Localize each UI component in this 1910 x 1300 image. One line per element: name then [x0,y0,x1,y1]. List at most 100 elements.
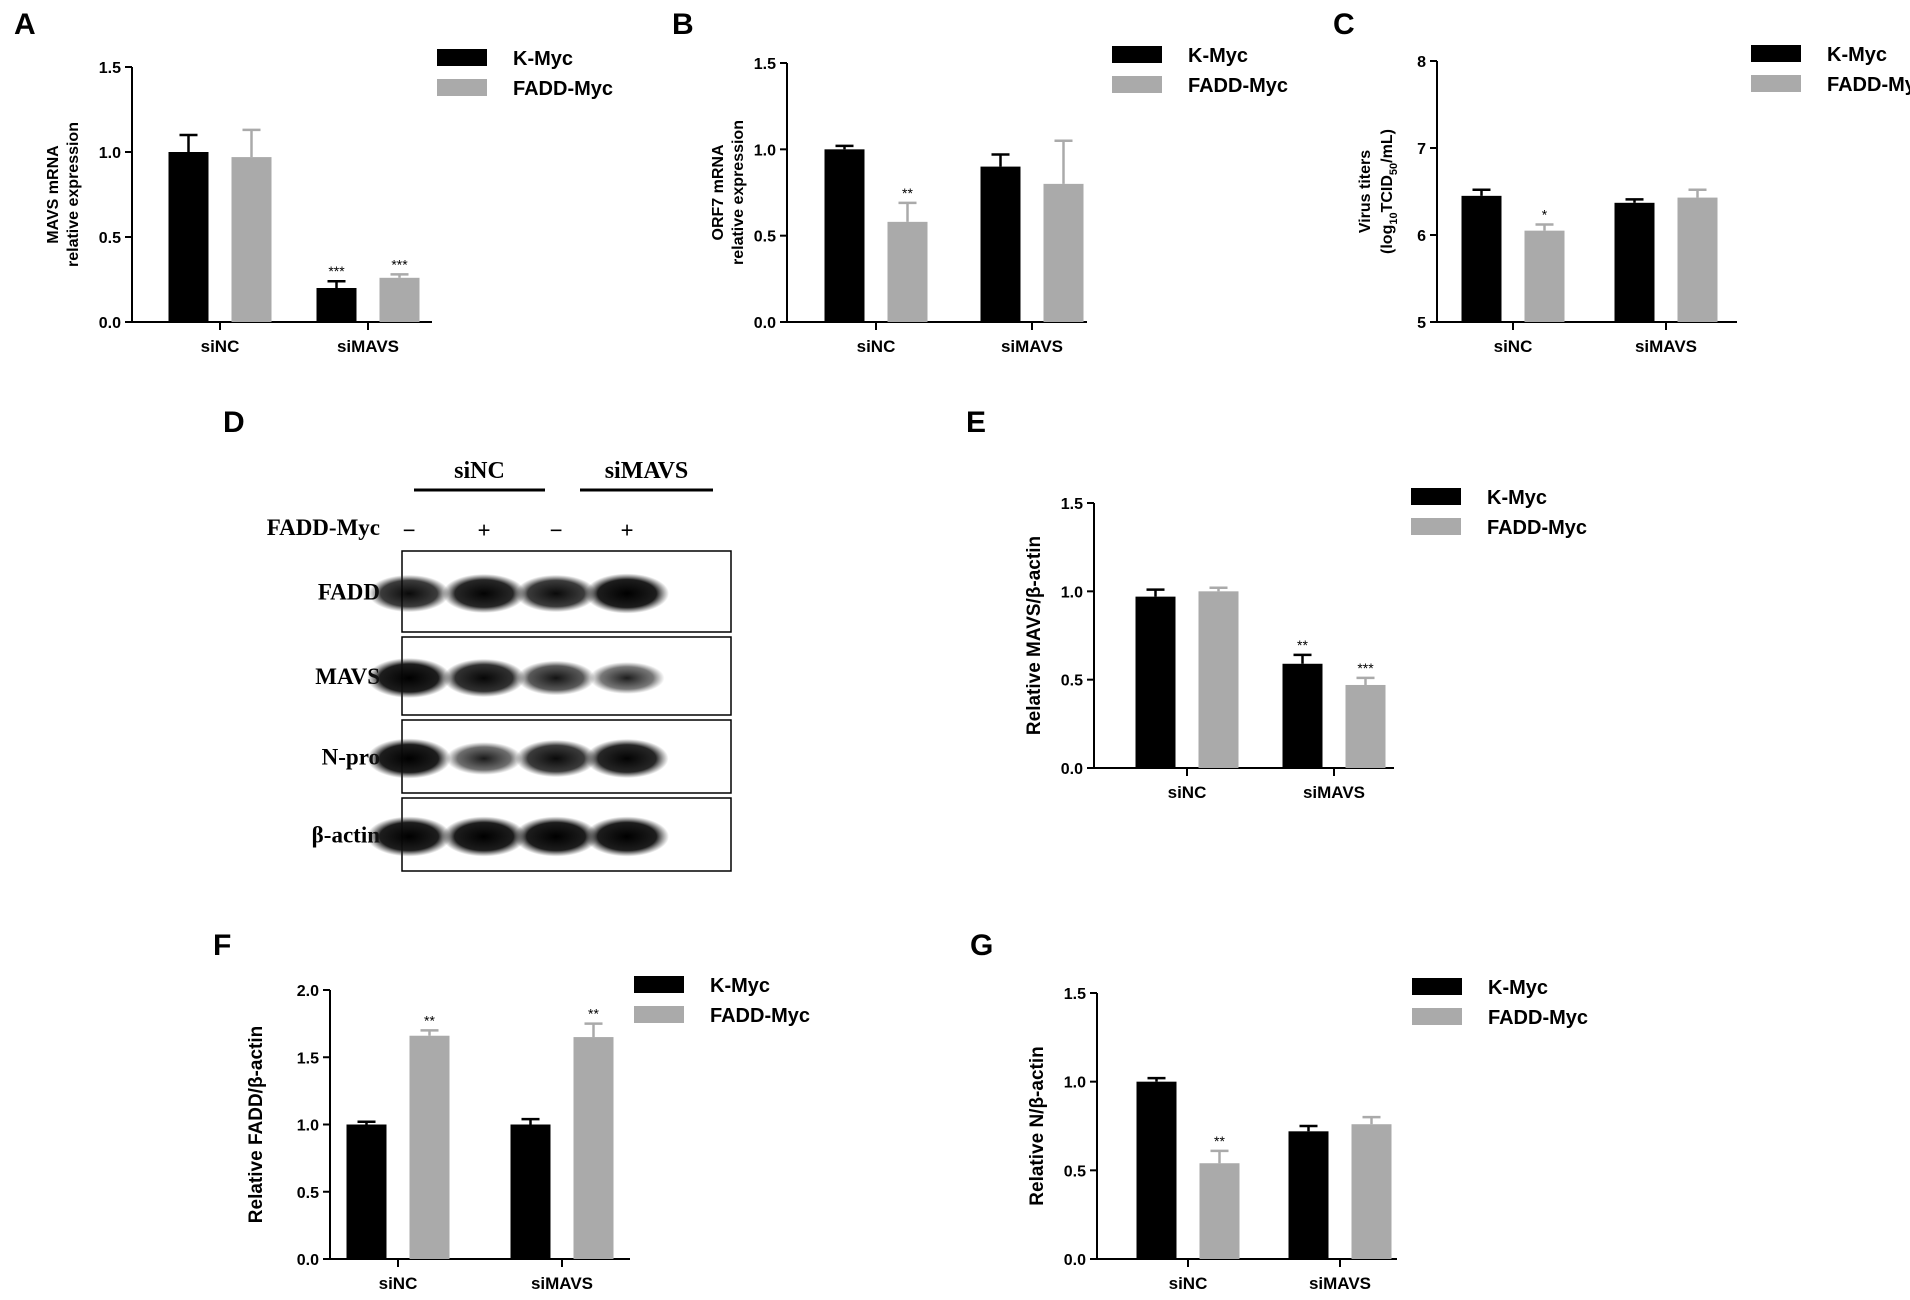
blot-band [446,742,522,775]
y-tick-label: 0.0 [1061,761,1083,778]
blot-row-mavs: MAVS [315,636,732,716]
chart-panel-g: G 0.0 0.5 1.0 1.5 siNC siMAVS ** K-Myc FADD-Myc Re… [970,929,1588,1293]
blot-band [442,573,526,614]
y-tick-label: 6 [1417,228,1426,245]
y-axis-title: MAVS mRNA relative expression [45,122,82,267]
bar-fadd-myc-simavs [1043,183,1084,322]
chart-panel-c: C 5 6 7 8 siNC siMAVS * K-Myc FADD-Myc Virus titer… [1333,8,1910,356]
panel-letter: B [672,8,694,41]
x-tick-label: siNC [1168,783,1207,802]
y-tick-label: 1.0 [754,142,776,159]
bar-k-myc-sinc [1136,1081,1177,1259]
x-tick-label: siNC [1169,1274,1208,1293]
legend-swatch [1751,75,1801,92]
x-tick-label: siMAVS [1309,1274,1371,1293]
panel-letter: C [1333,8,1355,41]
legend-label: FADD-Myc [1488,1007,1588,1029]
y-axis-title: Virus titers (log10TCID50/mL) [1357,129,1400,254]
panel-letter: E [966,406,986,439]
blot-band [585,573,669,614]
panel-letter: G [970,929,993,962]
y-tick-label: 8 [1417,54,1426,71]
legend-label: K-Myc [1488,977,1548,999]
y-tick-label: 1.5 [754,56,776,73]
legend-label: FADD-Myc [1188,75,1288,97]
blot-band [514,816,598,857]
y-axis-label-line: Relative FADD/β-actin [246,1026,267,1223]
bar-k-myc-simavs [510,1124,551,1259]
y-tick-label: 1.0 [99,145,121,162]
blot-band [515,739,597,778]
panel-letter: A [14,8,36,41]
y-tick-label: 0.0 [754,315,776,332]
x-tick-label: siMAVS [1303,783,1365,802]
blot-treatment-mark: − [549,518,562,543]
bar-fadd-myc-simavs [1677,197,1718,322]
blot-band [367,738,451,779]
y-tick-label: 1.5 [1061,496,1083,513]
y-axis-title: Relative FADD/β-actin [246,1026,267,1223]
blot-band [585,738,669,779]
significance-label: ** [424,1012,435,1028]
bar-fadd-myc-sinc [1199,1163,1240,1259]
legend-swatch [634,1006,684,1023]
y-tick-label: 7 [1417,141,1426,158]
y-axis-label-line: relative expression [65,122,82,267]
significance-label: ** [1297,637,1308,653]
legend-swatch [1412,978,1462,995]
blot-treatment-mark: + [620,518,633,543]
blot-row-fadd: FADD [318,550,732,633]
bar-k-myc-simavs [1614,202,1655,322]
y-tick-label: 0.0 [297,1252,319,1269]
blot-group-label: siNC [454,458,505,484]
bar-fadd-myc-sinc [1524,230,1565,322]
legend-label: FADD-Myc [1827,74,1910,96]
blot-group-label: siMAVS [605,458,689,484]
legend-swatch [1112,46,1162,63]
y-axis-title: Relative MAVS/β-actin [1024,536,1045,735]
legend-label: K-Myc [1487,487,1547,509]
y-tick-label: 1.0 [1064,1075,1086,1092]
y-tick-label: 1.0 [297,1118,319,1135]
y-tick-label: 1.0 [1061,584,1083,601]
blot-band [442,816,526,857]
chart-panel-b: B 0.0 0.5 1.0 1.5 siNC siMAVS ** K-Myc FADD-Myc OR… [672,8,1288,356]
bar-fadd-myc-sinc [231,157,272,322]
legend-label: FADD-Myc [710,1005,810,1027]
y-axis-label-line: relative expression [730,120,747,265]
blot-row--actin: β-actin [312,797,732,872]
y-tick-label: 0.5 [1061,673,1083,690]
blot-band [585,816,669,857]
significance-label: *** [391,256,408,272]
x-tick-label: siNC [379,1274,418,1293]
x-tick-label: siNC [1494,337,1533,356]
bar-k-myc-sinc [168,152,209,322]
bar-k-myc-sinc [1135,596,1176,768]
bar-k-myc-simavs [1288,1131,1329,1259]
panel-letter: F [213,929,231,962]
legend-swatch [1412,1008,1462,1025]
legend-swatch [1411,488,1461,505]
legend-swatch [437,49,487,66]
bar-fadd-myc-simavs [573,1037,614,1259]
y-tick-label: 1.5 [99,60,121,77]
significance-label: *** [1357,660,1374,676]
bar-k-myc-simavs [316,288,357,322]
legend-swatch [1411,518,1461,535]
blot-treatment-label: FADD-Myc [267,515,380,540]
bar-fadd-myc-sinc [1198,591,1239,768]
y-tick-label: 0.5 [297,1185,319,1202]
blot-treatment-mark: + [477,518,490,543]
bar-fadd-myc-simavs [1351,1124,1392,1259]
y-axis-title: Relative N/β-actin [1027,1046,1048,1205]
y-axis-label-line: Virus titers [1357,150,1374,233]
x-tick-label: siMAVS [1001,337,1063,356]
significance-label: ** [1214,1133,1225,1149]
chart-panel-a: A 0.0 0.5 1.0 1.5 siNC siMAVS *** *** K-Myc FADD-M… [14,8,613,356]
y-axis-label-line: MAVS mRNA [45,145,62,244]
y-axis-label-line: Relative MAVS/β-actin [1024,536,1045,735]
y-axis-label-line: ORF7 mRNA [710,144,727,240]
